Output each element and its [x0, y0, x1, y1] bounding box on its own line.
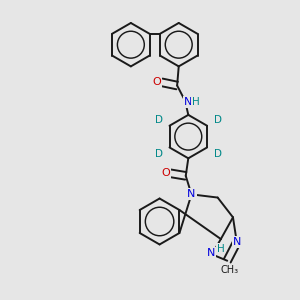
Text: D: D [214, 115, 222, 125]
Text: N: N [187, 189, 196, 200]
Text: H: H [192, 97, 200, 107]
Text: O: O [161, 168, 170, 178]
Text: N: N [232, 237, 241, 247]
Text: N: N [207, 248, 215, 258]
Text: O: O [153, 77, 161, 87]
Text: N: N [184, 97, 192, 107]
Text: D: D [214, 148, 222, 158]
Text: H: H [217, 244, 225, 254]
Text: D: D [155, 148, 163, 158]
Text: D: D [155, 115, 163, 125]
Text: CH₃: CH₃ [221, 265, 239, 275]
